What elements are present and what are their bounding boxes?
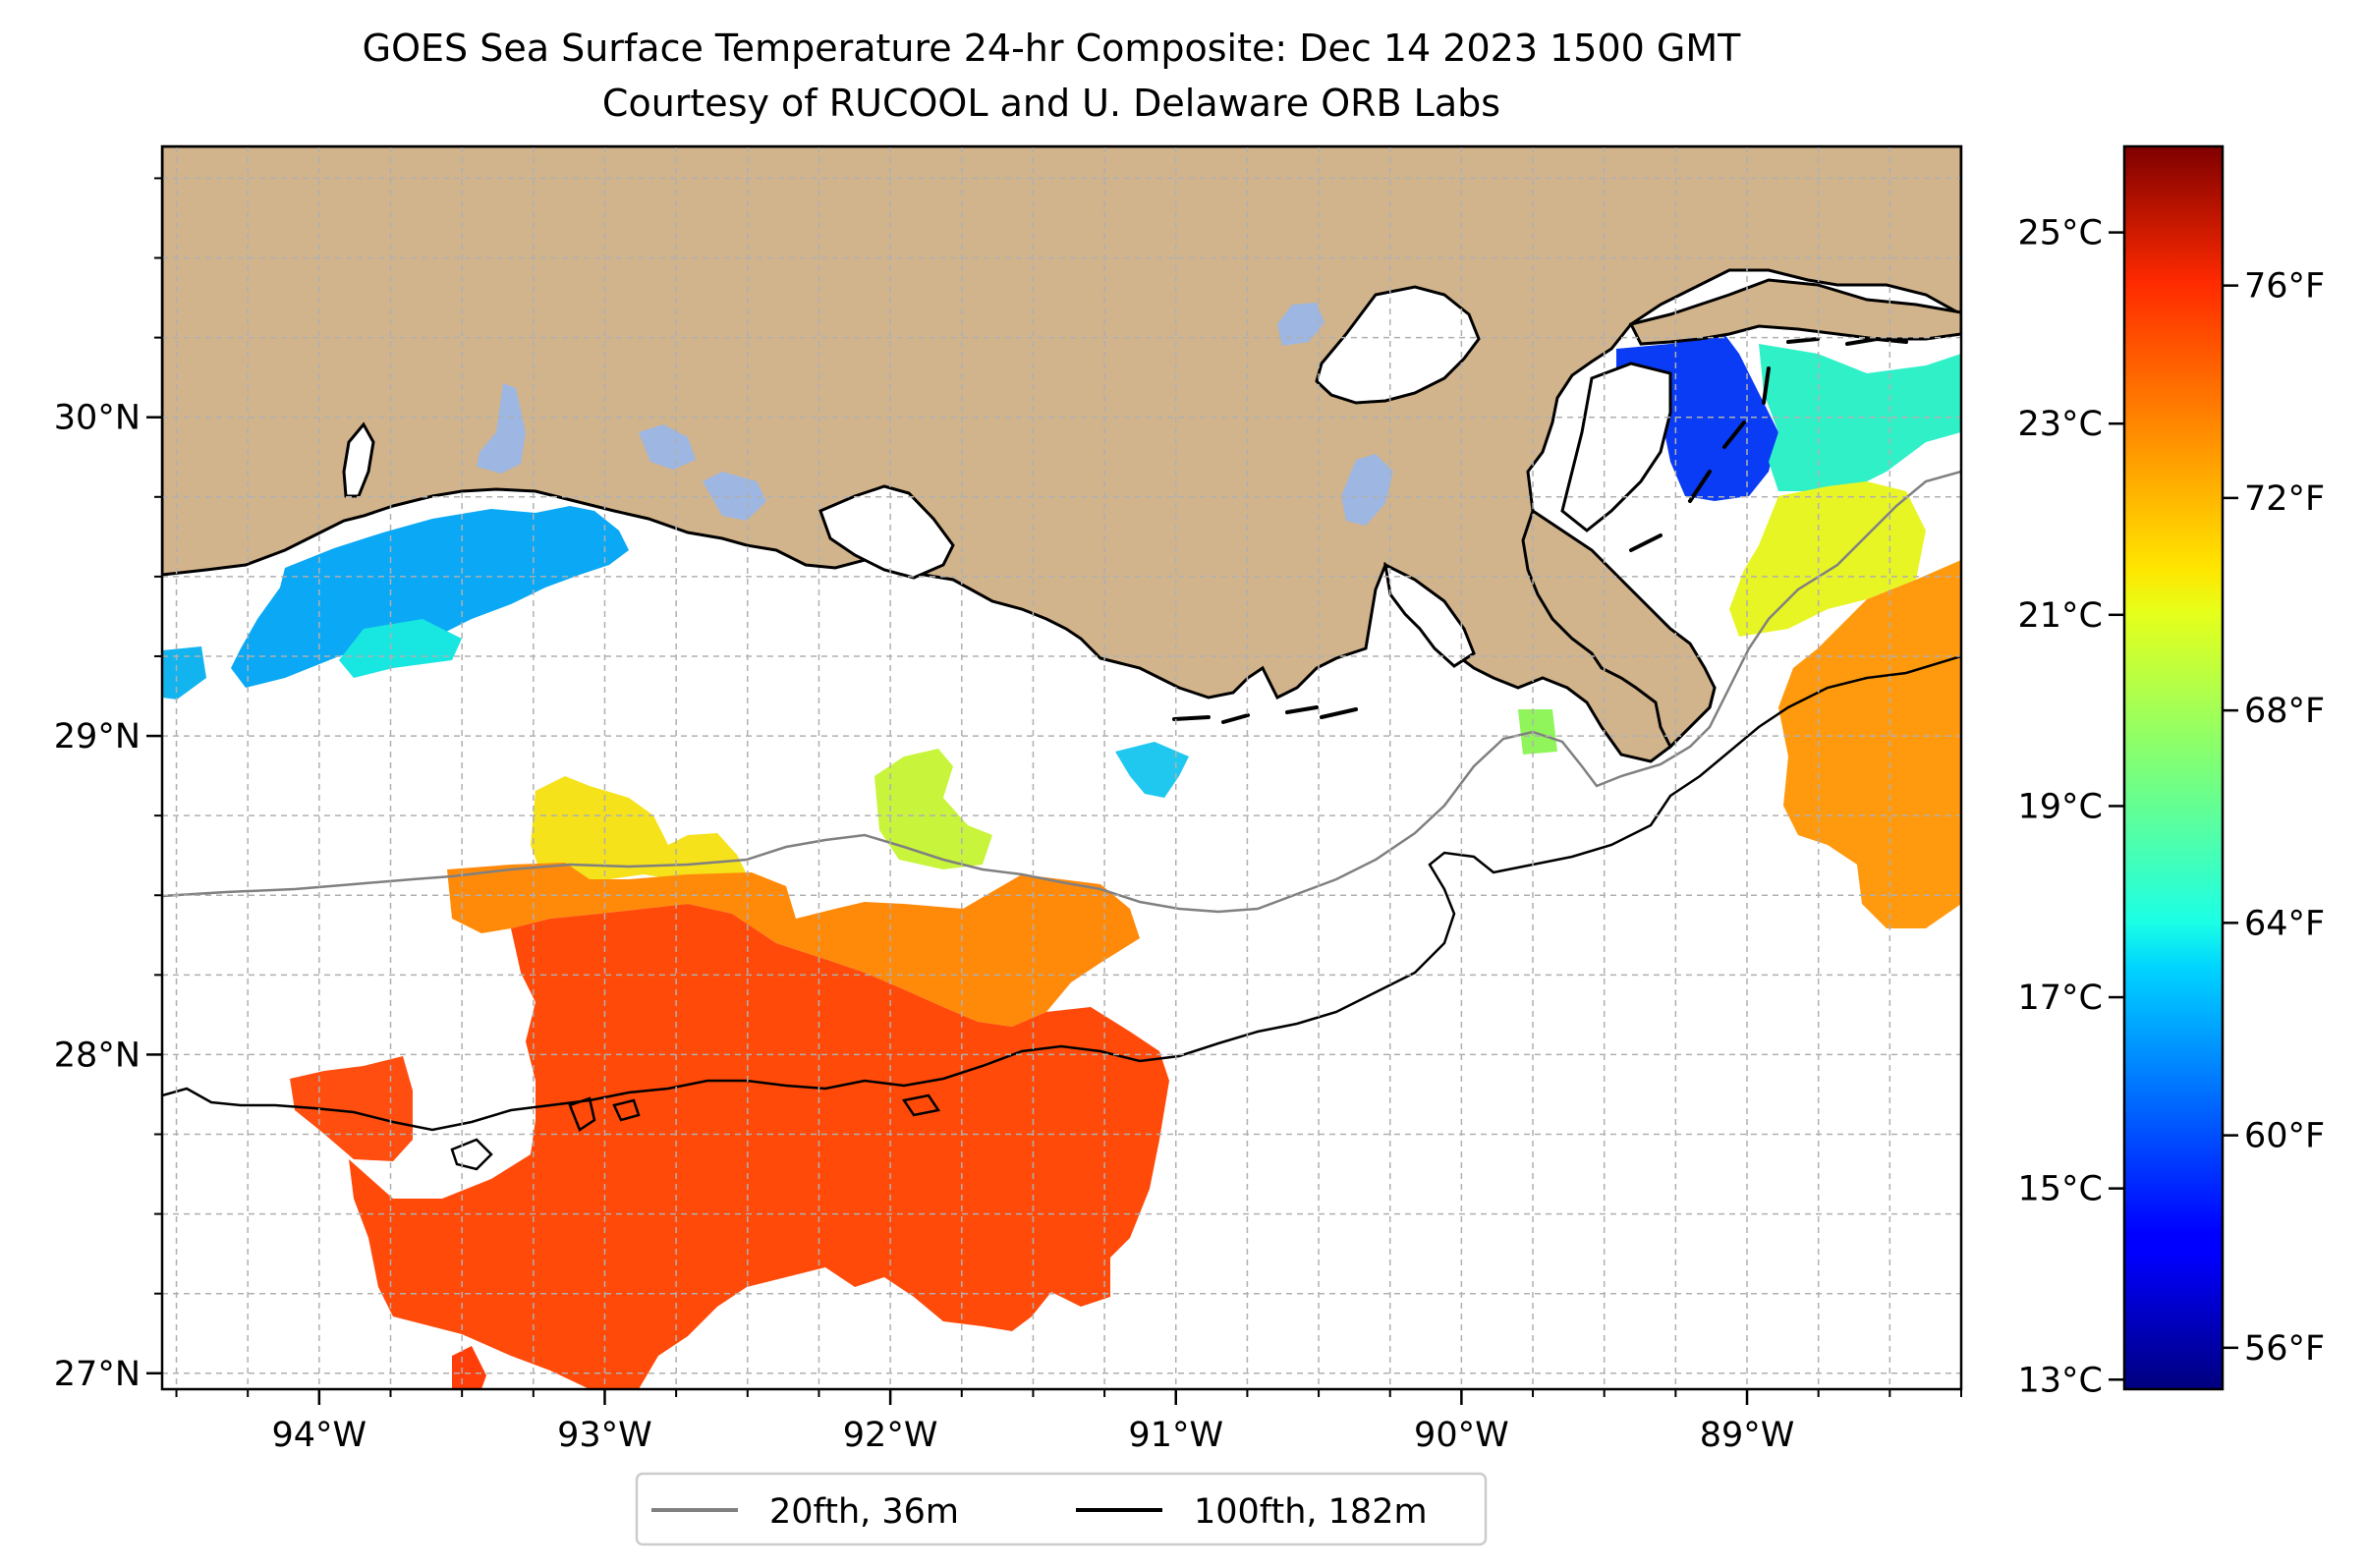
lake-pontchartrain: [1315, 285, 1481, 405]
lake-blue-1: [477, 383, 526, 474]
map-axis-ticks: 94°W 93°W 92°W 91°W 90°W 89°W 27°N 28°N 29°N 30°N: [54, 177, 1962, 1455]
lon-tick-label: 90°W: [1414, 1416, 1509, 1455]
celsius-tick-label: 21°C: [2018, 596, 2103, 636]
legend-label-20fth: 20fth, 36m: [769, 1492, 959, 1532]
lake-blue-2: [639, 424, 696, 470]
sst-patch-offshore-red: [349, 904, 1169, 1389]
lon-tick-label: 94°W: [272, 1416, 367, 1455]
contour-20fth: [162, 470, 1961, 914]
land-mainland: [162, 146, 1961, 763]
fahrenheit-tick-label: 72°F: [2244, 479, 2325, 519]
inland-water-layer: [342, 285, 1672, 668]
sst-patch-small-cyan: [1115, 742, 1189, 798]
legend-box: [635, 1472, 1488, 1546]
sst-patch-east-orange: [1778, 560, 1961, 928]
land-layer: [162, 146, 1961, 763]
lat-tick-label: 30°N: [54, 399, 141, 438]
contour-100fth: [162, 654, 1961, 1171]
colorbar-fahrenheit-axis: 56°F 60°F 64°F 68°F 72°F 76°F: [2223, 267, 2325, 1369]
legend: 20fth, 36m 100fth, 182m: [635, 1472, 1488, 1546]
island-chain-east: [1629, 336, 1908, 552]
contour-20fth-line: [162, 470, 1961, 914]
lake-blue-5: [1341, 454, 1393, 526]
celsius-tick-label: 15°C: [2018, 1170, 2103, 1209]
map-title: GOES Sea Surface Temperature 24-hr Compo…: [363, 27, 1741, 70]
fahrenheit-tick-label: 76°F: [2244, 267, 2325, 307]
vermilion-bay: [818, 484, 955, 580]
gridlines: [162, 146, 1961, 1389]
celsius-tick-label: 25°C: [2018, 214, 2103, 253]
sst-patch-east-yellow: [1729, 481, 1926, 637]
legend-label-100fth: 100fth, 182m: [1194, 1492, 1428, 1532]
fahrenheit-tick-label: 60°F: [2244, 1117, 2325, 1156]
fahrenheit-tick-label: 68°F: [2244, 692, 2325, 731]
celsius-tick-label: 17°C: [2018, 979, 2103, 1018]
map-frame: [160, 144, 1963, 1391]
map-panel: 94°W 93°W 92°W 91°W 90°W 89°W 27°N 28°N 29°N 30°N: [54, 144, 1963, 1455]
lon-tick-label: 89°W: [1700, 1416, 1795, 1455]
contour-100fth-loop-1: [450, 1138, 493, 1171]
sst-patch-shelf-yellow-mid: [874, 749, 992, 869]
sst-patch-offshore-orange: [447, 863, 1140, 1027]
lon-tick-label: 92°W: [843, 1416, 938, 1455]
celsius-tick-label: 23°C: [2018, 405, 2103, 444]
chandeleur-sound: [1560, 362, 1672, 532]
contour-100fth-loop-4: [901, 1093, 941, 1117]
barataria-bay: [1383, 562, 1476, 668]
celsius-tick-label: 19°C: [2018, 787, 2103, 826]
island-chain-west: [1172, 705, 1358, 724]
land-mississippi-delta: [1521, 508, 1717, 750]
colorbar: 13°C 15°C 17°C 19°C 21°C 23°C 25°C 56°F 60°F 64°…: [2018, 144, 2325, 1400]
sst-patch-louisiana-nearshore: [231, 506, 629, 688]
fahrenheit-tick-label: 56°F: [2244, 1329, 2325, 1369]
lake-blue-3: [703, 472, 766, 521]
contour-100fth-loop-3: [612, 1098, 641, 1122]
lon-tick-label: 91°W: [1128, 1416, 1223, 1455]
celsius-tick-label: 13°C: [2018, 1361, 2103, 1400]
calcasieu-lake: [342, 421, 375, 498]
sst-layer: [162, 334, 1961, 1389]
islands-layer: [1172, 336, 1908, 724]
lake-blue-4: [1277, 303, 1324, 346]
fahrenheit-tick-label: 64°F: [2244, 904, 2325, 943]
land-east-strip: [1628, 278, 1961, 346]
colorbar-celsius-axis: 13°C 15°C 17°C 19°C 21°C 23°C 25°C: [2018, 214, 2124, 1400]
sst-patch-small-green: [1518, 709, 1557, 755]
sst-patch-south-red: [452, 1346, 486, 1389]
sst-patch-shelf-yellow-west: [531, 776, 747, 889]
sst-patch-nearshore-cyan: [339, 619, 462, 678]
lon-tick-label: 93°W: [557, 1416, 652, 1455]
lat-tick-label: 27°N: [54, 1355, 141, 1394]
colorbar-gradient: [2122, 144, 2225, 1391]
map-subtitle: Courtesy of RUCOOL and U. Delaware ORB L…: [602, 82, 1500, 125]
contour-100fth-line: [162, 654, 1961, 1132]
sst-patch-west-edge: [162, 646, 206, 700]
contour-100fth-loop-2: [568, 1096, 596, 1132]
lat-tick-label: 29°N: [54, 717, 141, 756]
lat-tick-label: 28°N: [54, 1036, 141, 1075]
